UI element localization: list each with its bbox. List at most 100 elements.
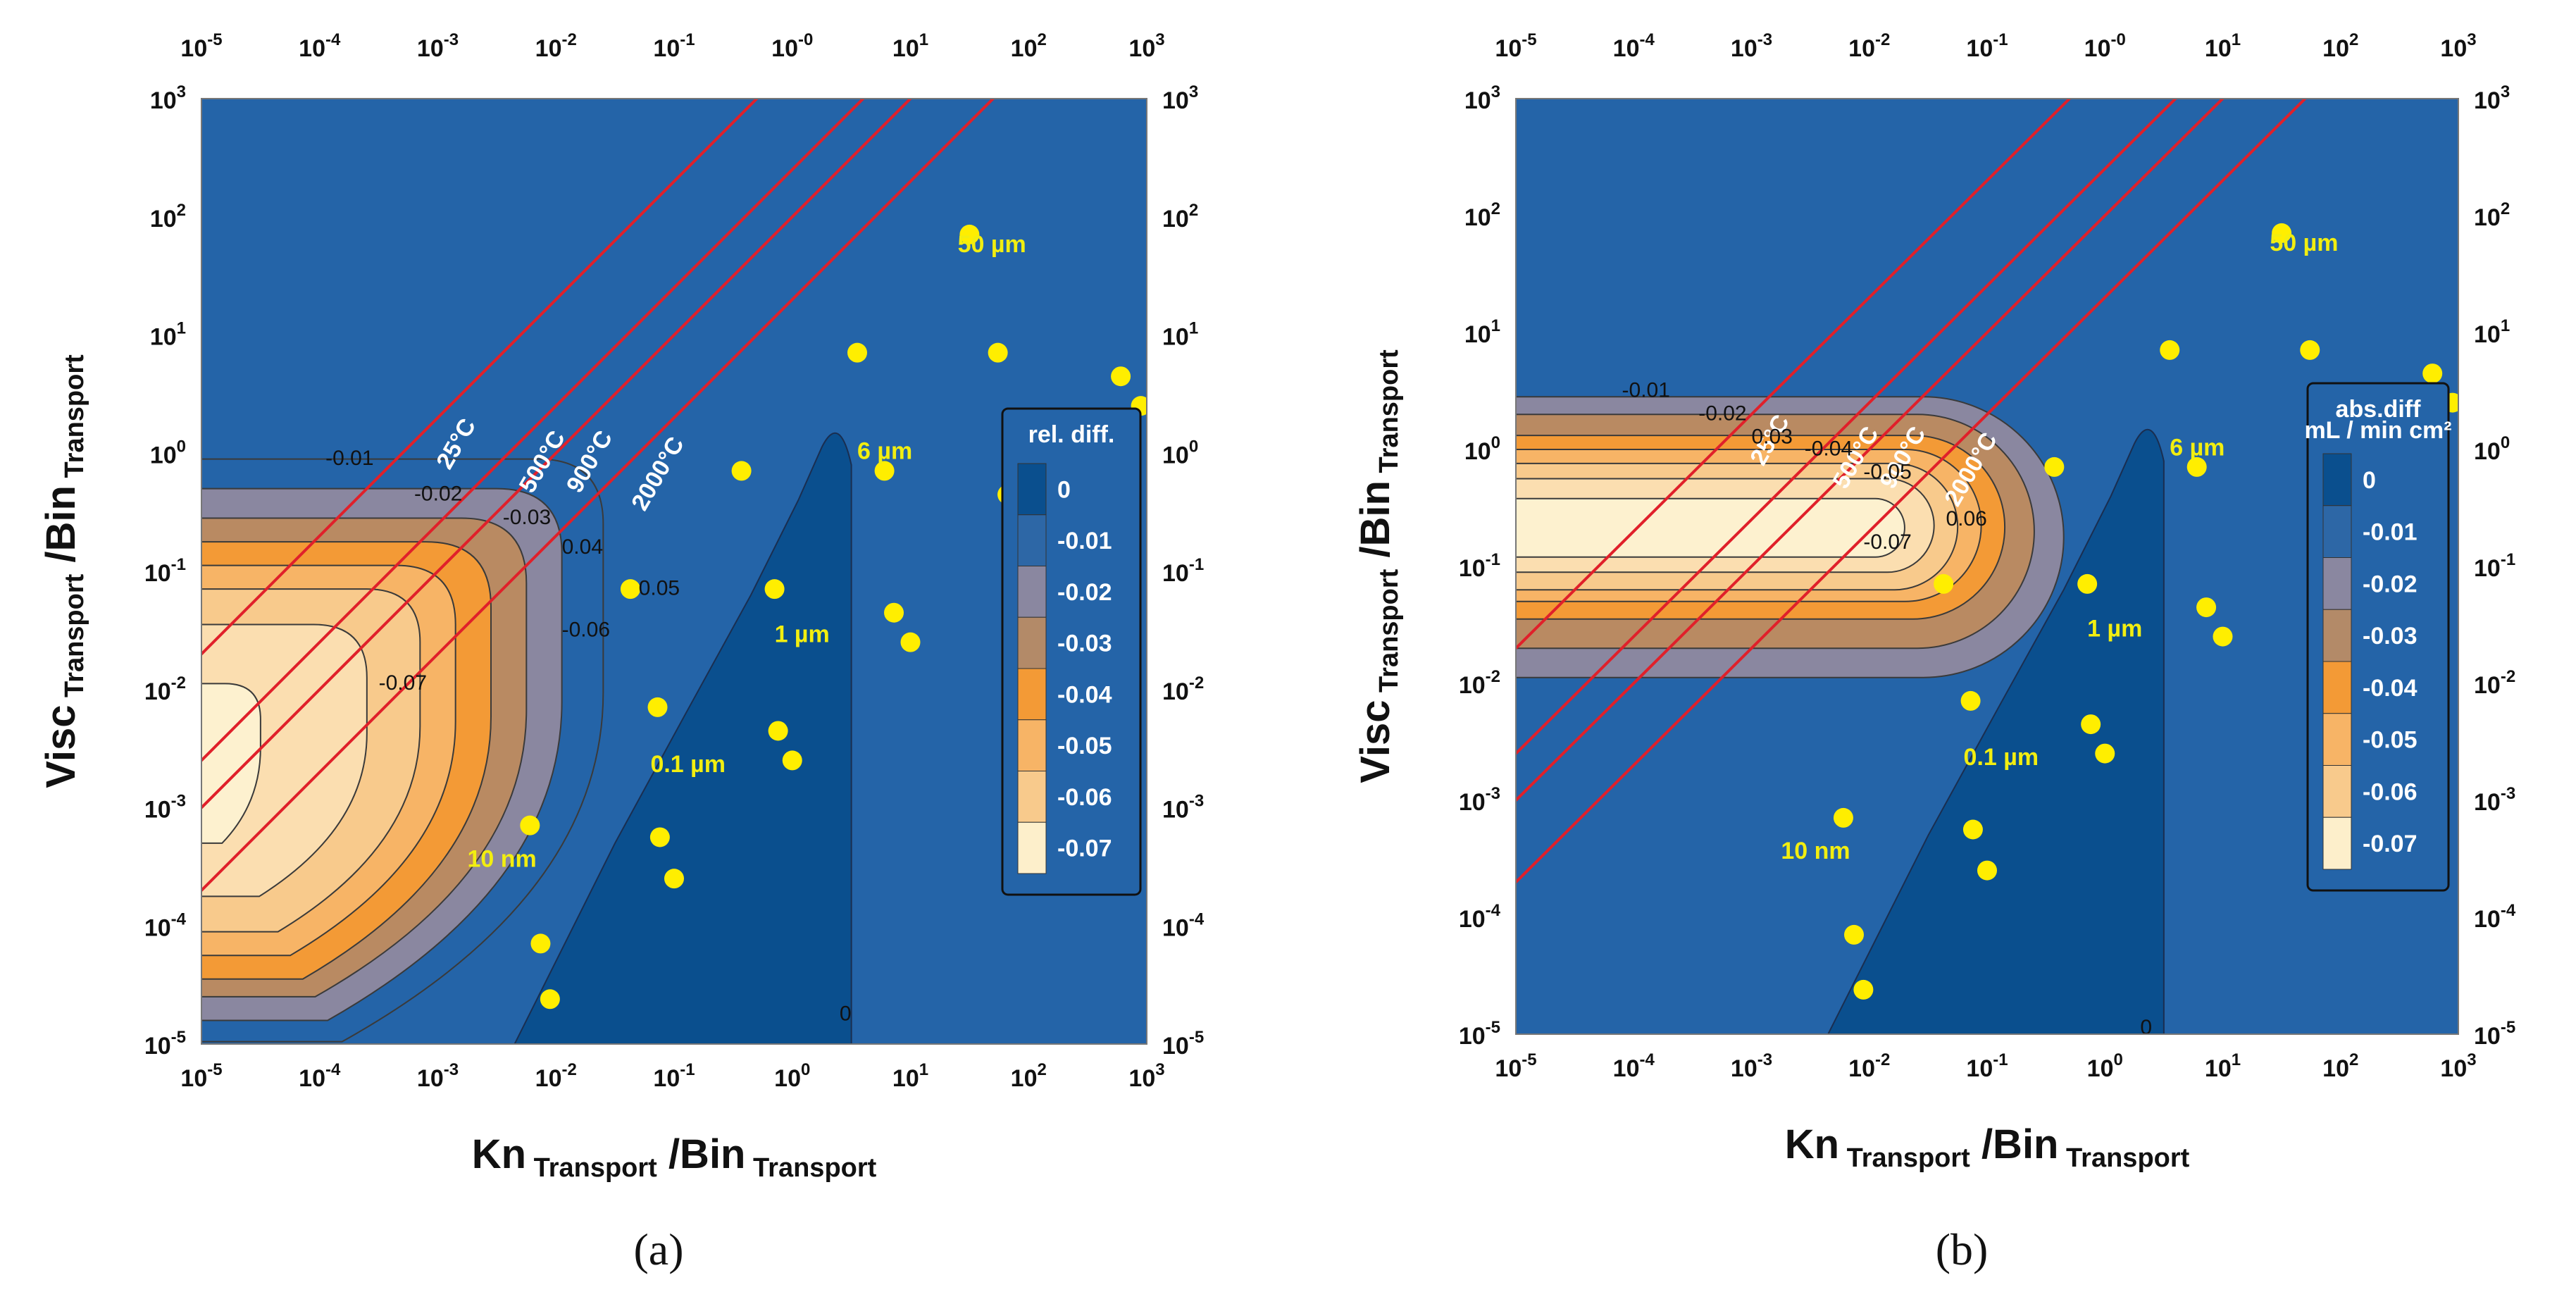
isotherm-line <box>1516 99 2072 651</box>
tick-base: 10 <box>1459 1023 1486 1050</box>
tick-base: 10 <box>144 678 171 705</box>
top-tick-label: 10-3 <box>417 30 459 62</box>
tick-base: 10 <box>1162 678 1189 705</box>
data-point <box>2186 456 2207 477</box>
data-point <box>884 602 904 623</box>
isotherm-lines <box>1516 99 2308 885</box>
contour-bands <box>1516 396 2065 678</box>
tick-exponent: -2 <box>1875 1050 1890 1069</box>
tick-exponent: -5 <box>1522 30 1536 49</box>
legend-entry: -0.05 <box>2363 727 2418 754</box>
data-point <box>647 697 668 717</box>
tick-base: 10 <box>2205 1055 2232 1082</box>
x-axis-title: Kn Transport /Bin Transport <box>1785 1122 2190 1173</box>
tick-base: 10 <box>150 442 177 468</box>
y-tick-label: 100 <box>150 437 186 468</box>
data-point <box>1833 807 1853 828</box>
y-axis-title-part: Transport <box>60 354 89 485</box>
tick-exponent: 2 <box>2501 199 2510 218</box>
tick-exponent: 1 <box>919 30 928 49</box>
tick-base: 10 <box>892 35 919 62</box>
data-point <box>764 579 785 600</box>
tick-exponent: -2 <box>1486 667 1500 686</box>
y-tick-label: 10-2 <box>144 673 186 705</box>
isotherm-line <box>201 99 759 657</box>
data-point <box>1934 573 1954 594</box>
tick-base: 10 <box>2474 204 2501 231</box>
tick-exponent: -3 <box>1757 1050 1772 1069</box>
tick-base: 10 <box>774 1065 801 1092</box>
legend-swatch <box>2322 661 2352 714</box>
contour-label: -0.07 <box>379 671 427 695</box>
data-point <box>2300 340 2320 360</box>
right-tick-label: 10-1 <box>2474 550 2515 582</box>
x-tick-label: 10-2 <box>535 1060 577 1092</box>
legend-swatch <box>2322 765 2352 818</box>
contour-label: -0.03 <box>503 506 551 529</box>
contour-label: 0 <box>840 1002 852 1025</box>
contour-label: -0.06 <box>562 618 610 641</box>
y-axis-title-part: Transport <box>1374 569 1404 700</box>
tick-base: 10 <box>1162 1033 1189 1060</box>
size-label: 6 µm <box>857 438 912 465</box>
data-point <box>2077 573 2098 594</box>
contour-label: 0 <box>2140 1016 2152 1039</box>
tick-exponent: -1 <box>680 30 695 49</box>
y-tick-label: 10-1 <box>144 555 186 587</box>
top-tick-label: 10-3 <box>1731 30 1772 62</box>
tick-base: 10 <box>150 87 177 114</box>
y-tick-label: 100 <box>1464 433 1500 465</box>
tick-exponent: 3 <box>177 82 186 101</box>
x-axis-title-part: Transport <box>526 1153 657 1183</box>
legend-entry: -0.02 <box>1057 579 1112 606</box>
top-tick-label: 102 <box>2322 30 2358 62</box>
right-tick-label: 100 <box>2474 433 2510 465</box>
y-tick-label: 10-3 <box>1459 784 1500 816</box>
data-point <box>900 632 921 652</box>
tick-exponent: 0 <box>2501 433 2510 452</box>
y-tick-label: 102 <box>1464 199 1500 231</box>
legend-swatch <box>1017 566 1047 618</box>
x-tick-label: 101 <box>2205 1050 2241 1082</box>
tick-base: 10 <box>2205 35 2232 62</box>
tick-exponent: -2 <box>1875 30 1890 49</box>
tick-base: 10 <box>144 914 171 941</box>
tick-exponent: 3 <box>2467 30 2476 49</box>
x-tick-label: 10-1 <box>653 1060 695 1092</box>
data-point <box>1111 366 1131 387</box>
right-tick-label: 10-5 <box>1162 1028 1204 1060</box>
plot-frame <box>201 98 1147 1045</box>
tick-base: 10 <box>535 35 562 62</box>
legend-swatch <box>2322 453 2352 507</box>
x-tick-label: 100 <box>2087 1050 2123 1082</box>
tick-exponent: -3 <box>1757 30 1772 49</box>
right-tick-label: 10-1 <box>1162 555 1204 587</box>
tick-exponent: 3 <box>1189 82 1198 101</box>
tick-exponent: 0 <box>801 1060 810 1079</box>
top-tick-label: 10-0 <box>2084 30 2126 62</box>
x-tick-label: 103 <box>2440 1050 2476 1082</box>
tick-base: 10 <box>1966 35 1993 62</box>
tick-exponent: -3 <box>444 30 459 49</box>
tick-exponent: 1 <box>2232 1050 2241 1069</box>
x-axis-title-part: Kn <box>1785 1122 1839 1167</box>
x-tick-label: 10-4 <box>1613 1050 1655 1082</box>
tick-base: 10 <box>2322 35 2349 62</box>
tick-base: 10 <box>180 1065 207 1092</box>
y-tick-label: 10-5 <box>1459 1018 1500 1050</box>
data-point <box>520 815 540 836</box>
legend-entry: -0.02 <box>2363 571 2418 597</box>
y-tick-label: 10-4 <box>1459 901 1501 933</box>
contour-label: -0.01 <box>1622 378 1670 402</box>
y-tick-label: 102 <box>150 201 186 232</box>
y-axis-title-part: /Bin <box>1352 480 1398 569</box>
tick-base: 10 <box>2440 1055 2467 1082</box>
tick-base: 10 <box>417 35 444 62</box>
tick-exponent: 0 <box>2113 1050 2122 1069</box>
tick-base: 10 <box>150 206 177 232</box>
tick-exponent: -4 <box>1639 1050 1655 1069</box>
tick-exponent: 1 <box>1491 316 1500 335</box>
legend-entry: -0.03 <box>1057 631 1112 657</box>
data-point <box>1853 979 1874 1000</box>
